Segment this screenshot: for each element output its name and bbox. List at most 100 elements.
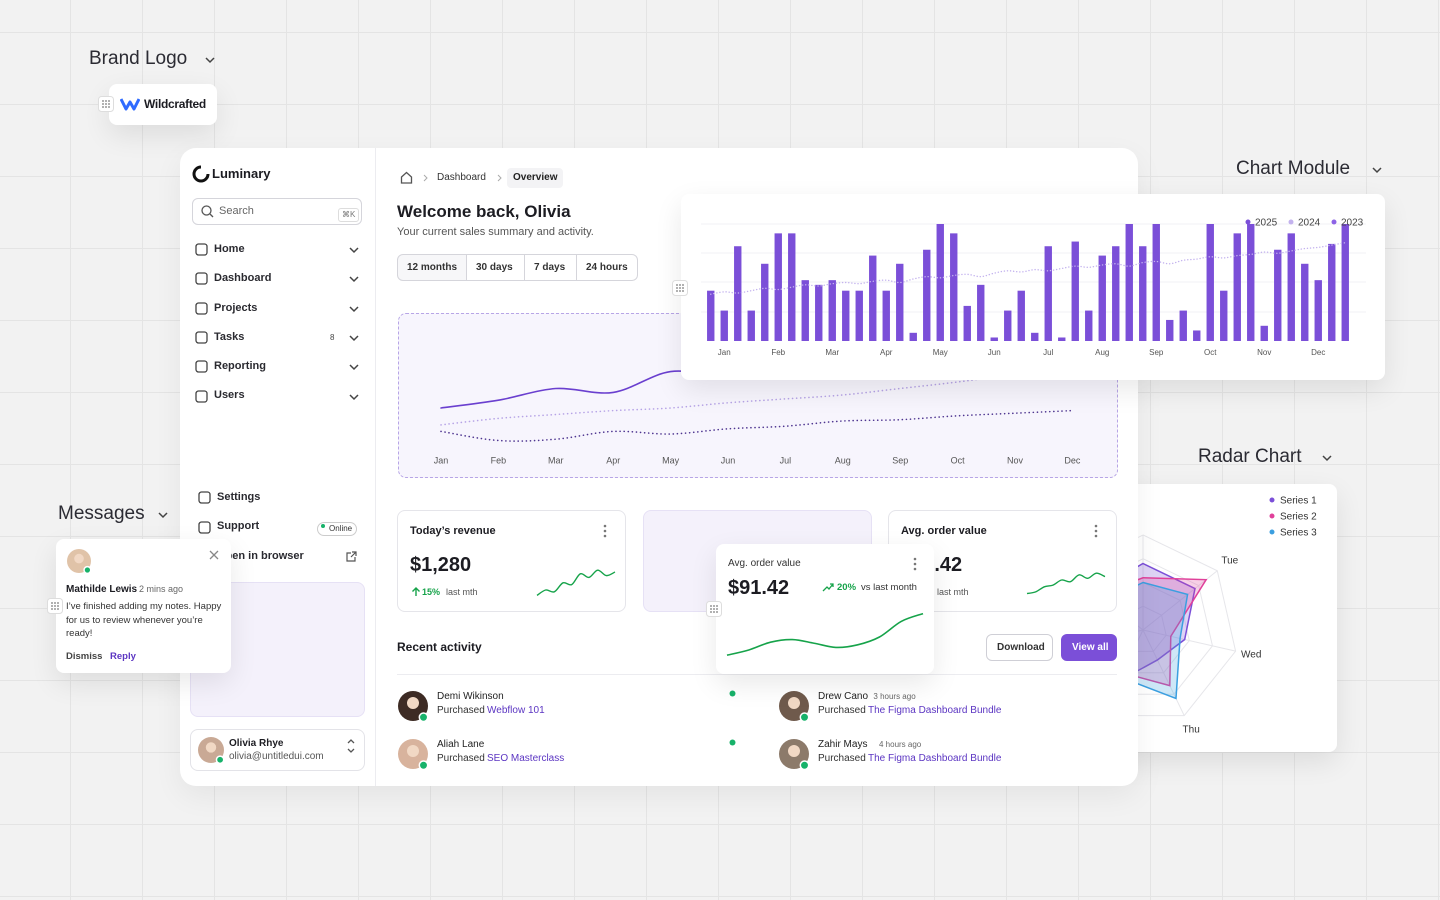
activity-action: Purchased (437, 752, 485, 764)
search-box[interactable] (192, 198, 362, 225)
nav-item[interactable]: Dashboard (214, 272, 272, 285)
decoration (1094, 524, 1098, 528)
nav-item[interactable]: Support (217, 520, 260, 533)
stat-value: $1,280 (410, 554, 472, 576)
nav-item[interactable]: Users (214, 389, 245, 402)
brand-name[interactable]: Wildcrafted (144, 97, 206, 112)
avatar (398, 691, 429, 723)
decoration (676, 284, 678, 286)
decoration (799, 760, 810, 771)
nav-icon (198, 491, 211, 504)
decoration (321, 524, 325, 528)
nav-item[interactable]: Tasks (214, 330, 245, 343)
decoration (418, 760, 429, 771)
decoration (682, 284, 684, 286)
breadcrumb-item[interactable]: Overview (513, 171, 558, 183)
decoration (603, 529, 607, 533)
decoration (54, 602, 56, 604)
bar (720, 310, 728, 341)
bar (788, 233, 796, 341)
crumb-sep (497, 174, 502, 182)
nav-item[interactable]: Home (214, 242, 245, 255)
bar (747, 310, 755, 341)
activity-link[interactable]: SEO Masterclass (487, 752, 565, 764)
x-tick-label: Nov (1007, 455, 1024, 465)
tab[interactable] (576, 254, 638, 281)
x-tick-label: Sep (1149, 348, 1164, 357)
message-action[interactable]: Dismiss (66, 650, 103, 662)
bar (1193, 330, 1201, 341)
button-label[interactable]: Download (997, 641, 1045, 653)
popup-change: 20% (837, 581, 857, 593)
view-all-button[interactable] (1061, 634, 1117, 661)
download-button[interactable] (986, 634, 1053, 661)
activity-link[interactable]: The Figma Dashboard Bundle (868, 704, 1002, 716)
x-tick-label: May (933, 348, 948, 357)
menu-dots (913, 557, 917, 571)
decoration (102, 100, 110, 108)
decoration (51, 602, 59, 610)
bar (1139, 246, 1147, 341)
tab-label[interactable]: 7 days (534, 261, 566, 273)
chart-module-card (681, 194, 1385, 380)
button-label[interactable]: View all (1072, 641, 1109, 653)
x-tick-label: Jun (988, 348, 1001, 357)
chevron (205, 57, 215, 64)
app-logo: Luminary (212, 165, 271, 181)
chevron (158, 512, 168, 519)
tab-label[interactable]: 12 months (407, 261, 458, 273)
nav-item[interactable]: Settings (217, 490, 261, 503)
tab-label[interactable]: 24 hours (586, 261, 628, 273)
bar (1044, 246, 1052, 341)
stat-title: Today’s revenue (410, 524, 496, 537)
bar (828, 280, 836, 341)
decoration (710, 605, 718, 613)
tab[interactable] (466, 254, 525, 281)
bar (774, 233, 782, 341)
decoration (710, 611, 712, 613)
activity-link[interactable]: Webflow 101 (487, 704, 545, 716)
tab[interactable] (397, 254, 467, 281)
stat-card (397, 510, 626, 612)
decoration (195, 360, 208, 373)
data-line (1026, 572, 1106, 595)
activity-name: Demi Wikinson (437, 690, 504, 702)
decoration (158, 512, 168, 519)
data-line (710, 242, 1346, 295)
bar (707, 290, 715, 341)
decoration (716, 608, 718, 610)
nav-item[interactable]: Open in browser (217, 549, 304, 562)
nav-item[interactable]: Reporting (214, 360, 266, 373)
breadcrumb-item[interactable]: Dashboard (437, 171, 486, 183)
x-tick-label: Sep (892, 455, 908, 465)
trend-arrow (412, 587, 420, 596)
page-subtitle: Your current sales summary and activity. (397, 225, 594, 238)
activity-link[interactable]: The Figma Dashboard Bundle (868, 752, 1002, 764)
unread-dot (729, 690, 736, 697)
decoration (729, 739, 736, 746)
bar (1287, 233, 1295, 341)
section-label: Brand Logo (89, 47, 188, 69)
tab[interactable] (524, 254, 577, 281)
nav-item[interactable]: Projects (214, 301, 258, 314)
bar (842, 290, 850, 341)
crumb-sep (423, 174, 428, 182)
bar (882, 290, 890, 341)
sender-name: Mathilde Lewis (66, 583, 138, 595)
message-action[interactable]: Reply (110, 650, 136, 662)
decoration (105, 100, 107, 102)
sidebar-divider (375, 148, 376, 786)
user-card[interactable] (190, 729, 365, 771)
legend-label: 2023 (1341, 218, 1364, 229)
avatar (198, 737, 225, 765)
x-tick-label: Feb (491, 455, 507, 465)
decoration (679, 284, 681, 286)
decoration (205, 57, 215, 64)
decoration (57, 608, 59, 610)
decoration (205, 742, 217, 753)
tab-label[interactable]: 30 days (476, 261, 513, 273)
radar-card (1100, 484, 1337, 752)
